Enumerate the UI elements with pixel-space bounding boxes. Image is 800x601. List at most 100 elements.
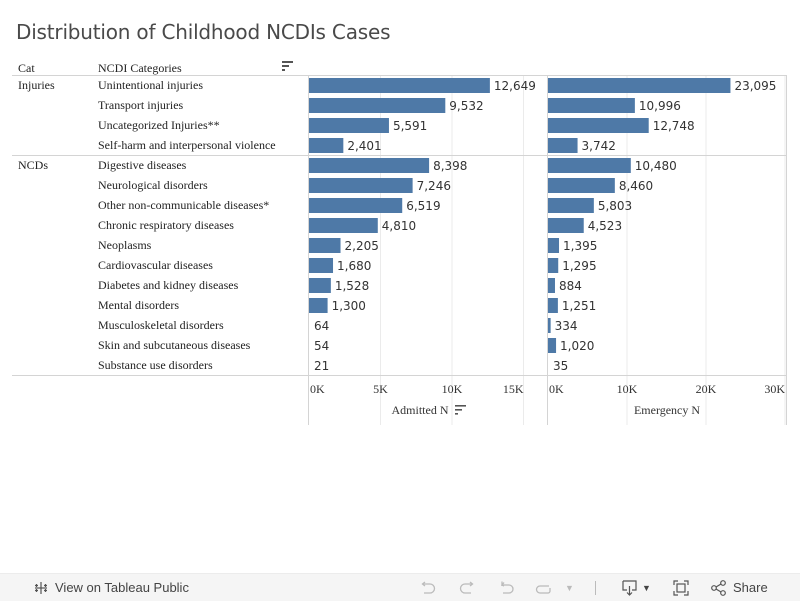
tableau-logo-icon: [35, 581, 47, 594]
data-label: 1,300: [332, 299, 366, 313]
share-button[interactable]: Share: [710, 574, 768, 601]
redo-icon: [459, 580, 474, 594]
bar: [309, 158, 430, 173]
category-label: Mental disorders: [98, 298, 179, 312]
data-label: 8,398: [433, 159, 467, 173]
redo-button[interactable]: [458, 574, 476, 601]
category-label: Other non-communicable diseases*: [98, 198, 269, 212]
data-label: 1,020: [560, 339, 594, 353]
data-label: 334: [555, 319, 578, 333]
bar: [548, 278, 555, 293]
bar: [548, 258, 559, 273]
header-ncdi-categories: NCDI Categories: [98, 61, 182, 75]
category-label: Transport injuries: [98, 98, 184, 112]
tick-label: 20K: [696, 382, 717, 396]
view-on-tableau-button[interactable]: View on Tableau Public: [33, 574, 189, 601]
data-label: 35: [553, 359, 568, 373]
undo-button[interactable]: [419, 574, 437, 601]
category-label: Musculoskeletal disorders: [98, 318, 224, 332]
share-label: Share: [733, 580, 768, 595]
fullscreen-button[interactable]: [672, 574, 690, 601]
sort-icon: [455, 405, 466, 407]
tick-label: 30K: [764, 382, 785, 396]
data-label: 3,742: [582, 139, 616, 153]
bar: [309, 118, 389, 133]
category-label: Neoplasms: [98, 238, 152, 252]
data-label: 7,246: [417, 179, 451, 193]
bar: [309, 178, 413, 193]
data-label: 2,205: [345, 239, 379, 253]
refresh-dropdown-icon[interactable]: ▼: [565, 582, 574, 593]
bar: [548, 138, 578, 153]
download-button[interactable]: ▼: [621, 574, 651, 601]
data-label: 5,591: [393, 119, 427, 133]
undo-icon: [421, 580, 436, 594]
bar: [309, 278, 331, 293]
bar: [309, 138, 344, 153]
bar: [548, 298, 558, 313]
sort-icon: [455, 409, 462, 411]
page-title: Distribution of Childhood NCDIs Cases: [16, 20, 391, 44]
category-label: Diabetes and kidney diseases: [98, 278, 239, 292]
refresh-icon: [535, 584, 551, 594]
category-label: Digestive diseases: [98, 158, 187, 172]
revert-icon: [500, 581, 514, 594]
tick-label: 15K: [503, 382, 524, 396]
data-label: 5,803: [598, 199, 632, 213]
bar: [548, 178, 615, 193]
bar: [309, 298, 328, 313]
bar: [548, 218, 584, 233]
sort-icon: [455, 413, 458, 415]
group-label: NCDs: [18, 158, 48, 172]
bar-chart: Injuries Unintentional injuries Transport …: [12, 75, 787, 425]
category-label: Uncategorized Injuries**: [98, 118, 220, 132]
data-label: 4,523: [588, 219, 622, 233]
data-label: 21: [314, 359, 329, 373]
data-label: 1,395: [563, 239, 597, 253]
tick-label: 5K: [373, 382, 388, 396]
category-label: Cardiovascular diseases: [98, 258, 213, 272]
bar: [548, 158, 631, 173]
data-label: 23,095: [734, 79, 776, 93]
bar: [548, 98, 635, 113]
category-label: Skin and subcutaneous diseases: [98, 338, 251, 352]
tick-label: 0K: [310, 382, 325, 396]
revert-button[interactable]: [498, 574, 516, 601]
bar: [309, 78, 490, 93]
data-label: 8,460: [619, 179, 653, 193]
data-label: 54: [314, 339, 329, 353]
data-label: 9,532: [449, 99, 483, 113]
data-label: 2,401: [347, 139, 381, 153]
bar: [309, 238, 341, 253]
category-label: Unintentional injuries: [98, 78, 203, 92]
bar: [309, 198, 403, 213]
bar: [309, 218, 378, 233]
category-label: Neurological disorders: [98, 178, 208, 192]
category-label: Chronic respiratory diseases: [98, 218, 234, 232]
header-cat: Cat: [18, 61, 35, 75]
sort-icon[interactable]: [282, 61, 294, 71]
download-icon: [622, 579, 637, 596]
data-label: 12,748: [653, 119, 695, 133]
data-label: 4,810: [382, 219, 416, 233]
data-label: 64: [314, 319, 329, 333]
data-label: 1,295: [562, 259, 596, 273]
data-label: 1,680: [337, 259, 371, 273]
tableau-toolbar: View on Tableau Public ▼ ▼ Share: [0, 573, 800, 601]
bar: [548, 318, 551, 333]
tick-label: 10K: [617, 382, 638, 396]
fullscreen-icon: [673, 579, 689, 596]
bar: [548, 118, 649, 133]
tick-label: 10K: [442, 382, 463, 396]
data-label: 884: [559, 279, 582, 293]
bar: [548, 198, 594, 213]
bar: [548, 78, 731, 93]
refresh-button[interactable]: [535, 574, 553, 601]
tick-label: 0K: [549, 382, 564, 396]
bar: [309, 98, 446, 113]
axis-title: Emergency N: [634, 403, 700, 417]
data-label: 10,480: [635, 159, 677, 173]
data-label: 1,251: [562, 299, 596, 313]
view-on-tableau-label: View on Tableau Public: [55, 580, 189, 595]
bar: [548, 238, 560, 253]
